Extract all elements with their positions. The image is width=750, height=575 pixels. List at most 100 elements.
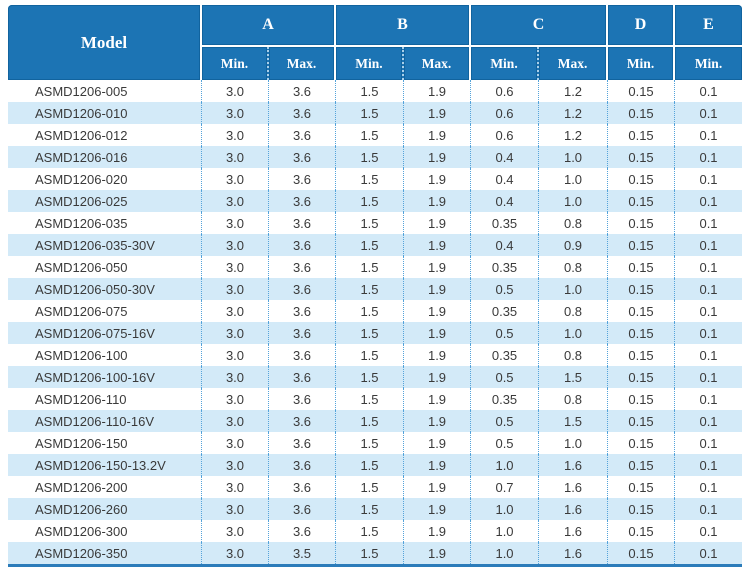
value-cell: 3.0 [202,80,269,102]
value-cell: 3.6 [269,300,336,322]
value-cell: 3.6 [269,454,336,476]
value-cell: 0.1 [675,124,743,146]
model-cell: ASMD1206-025 [8,190,202,212]
value-cell: 3.0 [202,212,269,234]
subheader-a-max: Max. [269,47,336,80]
value-cell: 1.5 [336,190,404,212]
value-cell: 1.5 [336,124,404,146]
table-row: ASMD1206-100-16V 3.0 3.6 1.5 1.9 0.5 1.5 0.15 0.… [8,366,743,388]
value-cell: 0.15 [608,190,676,212]
value-cell: 1.0 [471,454,540,476]
value-cell: 0.1 [675,80,743,102]
model-cell: ASMD1206-075 [8,300,202,322]
value-cell: 1.5 [539,410,609,432]
value-cell: 0.15 [608,234,676,256]
value-cell: 0.15 [608,454,676,476]
value-cell: 0.15 [608,300,676,322]
model-cell: ASMD1206-110 [8,388,202,410]
value-cell: 0.1 [675,322,743,344]
table-row: ASMD1206-012 3.0 3.6 1.5 1.9 0.6 1.2 0.15 0.1 [8,124,743,146]
value-cell: 0.1 [675,300,743,322]
value-cell: 0.15 [608,366,676,388]
value-cell: 0.15 [608,80,676,102]
value-cell: 1.9 [404,432,472,454]
spec-table-container: Model A B C D E Min. Max. Min. Max. Min.… [8,5,743,567]
value-cell: 0.1 [675,542,743,564]
value-cell: 1.5 [336,146,404,168]
value-cell: 0.15 [608,256,676,278]
value-cell: 3.6 [269,190,336,212]
value-cell: 3.6 [269,366,336,388]
value-cell: 0.1 [675,454,743,476]
value-cell: 3.6 [269,476,336,498]
model-cell: ASMD1206-020 [8,168,202,190]
model-cell: ASMD1206-050 [8,256,202,278]
subheader-a-min: Min. [202,47,269,80]
table-row: ASMD1206-035 3.0 3.6 1.5 1.9 0.35 0.8 0.15 0.1 [8,212,743,234]
value-cell: 3.6 [269,146,336,168]
value-cell: 0.1 [675,520,743,542]
subheader-c-min: Min. [471,47,540,80]
value-cell: 3.0 [202,124,269,146]
table-row: ASMD1206-010 3.0 3.6 1.5 1.9 0.6 1.2 0.15 0.1 [8,102,743,124]
value-cell: 0.1 [675,344,743,366]
value-cell: 3.0 [202,410,269,432]
value-cell: 1.0 [471,520,540,542]
value-cell: 0.15 [608,322,676,344]
value-cell: 1.6 [539,476,609,498]
model-cell: ASMD1206-050-30V [8,278,202,300]
value-cell: 1.6 [539,498,609,520]
value-cell: 3.0 [202,146,269,168]
value-cell: 3.6 [269,432,336,454]
value-cell: 0.15 [608,476,676,498]
value-cell: 0.4 [471,146,540,168]
value-cell: 0.1 [675,234,743,256]
table-body: ASMD1206-005 3.0 3.6 1.5 1.9 0.6 1.2 0.15 0.1 ASM… [8,80,743,564]
model-cell: ASMD1206-010 [8,102,202,124]
value-cell: 1.5 [336,542,404,564]
subheader-d-min: Min. [608,47,676,80]
value-cell: 0.35 [471,344,540,366]
value-cell: 0.1 [675,476,743,498]
model-cell: ASMD1206-005 [8,80,202,102]
value-cell: 0.15 [608,102,676,124]
value-cell: 0.1 [675,432,743,454]
value-cell: 0.35 [471,256,540,278]
model-cell: ASMD1206-350 [8,542,202,564]
value-cell: 3.0 [202,388,269,410]
value-cell: 3.0 [202,278,269,300]
value-cell: 3.6 [269,80,336,102]
value-cell: 3.0 [202,542,269,564]
value-cell: 3.6 [269,344,336,366]
model-cell: ASMD1206-012 [8,124,202,146]
value-cell: 1.5 [336,410,404,432]
value-cell: 1.5 [336,498,404,520]
value-cell: 0.15 [608,388,676,410]
value-cell: 1.5 [336,278,404,300]
value-cell: 0.8 [539,300,609,322]
value-cell: 0.1 [675,102,743,124]
value-cell: 3.0 [202,454,269,476]
value-cell: 1.9 [404,212,472,234]
model-cell: ASMD1206-016 [8,146,202,168]
value-cell: 0.7 [471,476,540,498]
value-cell: 1.5 [336,520,404,542]
table-row: ASMD1206-110-16V 3.0 3.6 1.5 1.9 0.5 1.5 0.15 0.… [8,410,743,432]
value-cell: 0.15 [608,146,676,168]
value-cell: 1.9 [404,366,472,388]
value-cell: 1.9 [404,542,472,564]
value-cell: 1.6 [539,520,609,542]
value-cell: 1.5 [336,212,404,234]
value-cell: 0.1 [675,256,743,278]
table-row: ASMD1206-075-16V 3.0 3.6 1.5 1.9 0.5 1.0 0.15 0.… [8,322,743,344]
value-cell: 0.35 [471,300,540,322]
value-cell: 1.5 [539,366,609,388]
value-cell: 3.6 [269,322,336,344]
value-cell: 0.1 [675,146,743,168]
value-cell: 0.15 [608,344,676,366]
value-cell: 3.0 [202,322,269,344]
model-cell: ASMD1206-035-30V [8,234,202,256]
model-cell: ASMD1206-150-13.2V [8,454,202,476]
value-cell: 0.5 [471,432,540,454]
value-cell: 0.5 [471,366,540,388]
